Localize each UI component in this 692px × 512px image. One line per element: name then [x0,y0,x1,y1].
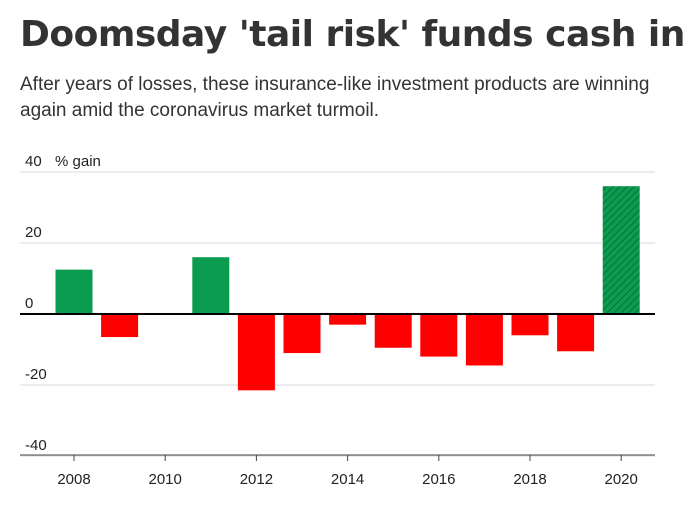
x-tick-label: 2014 [331,471,364,488]
y-tick-label: -20 [25,366,47,383]
bar-2016 [420,314,458,357]
y-tick-label: 40 [25,153,42,170]
x-tick-label: 2008 [57,471,90,488]
y-tick-label: 20 [25,224,42,241]
y-tick-label: -40 [25,437,47,454]
chart-subtitle: After years of losses, these insurance-l… [20,74,650,121]
bars [55,186,640,391]
x-tick-label: 2012 [240,471,273,488]
gridlines [20,171,655,457]
bar-2013 [283,314,321,354]
bar-2009 [101,314,139,338]
y-tick-label: 0 [25,295,33,312]
bar-2012 [237,314,275,391]
bar-2018 [511,314,549,336]
x-tick-label: 2016 [422,471,455,488]
chart-title: Doomsday 'tail risk' funds cash in [20,14,685,55]
bar-2014 [329,314,367,325]
x-tick-label: 2020 [605,471,638,488]
axes: 40 20 0 -20 -40 2008 2010 2012 2014 2016 2018 2020 [20,153,655,488]
bar-2011 [192,257,230,314]
bar-2017 [465,314,503,366]
bar-2019 [557,314,595,352]
x-tick-label: 2010 [149,471,182,488]
bar-2020 [602,186,640,314]
x-tick-label: 2018 [513,471,546,488]
bar-2015 [374,314,412,348]
y-axis-label: % gain [55,153,101,170]
bar-2008 [55,269,93,314]
